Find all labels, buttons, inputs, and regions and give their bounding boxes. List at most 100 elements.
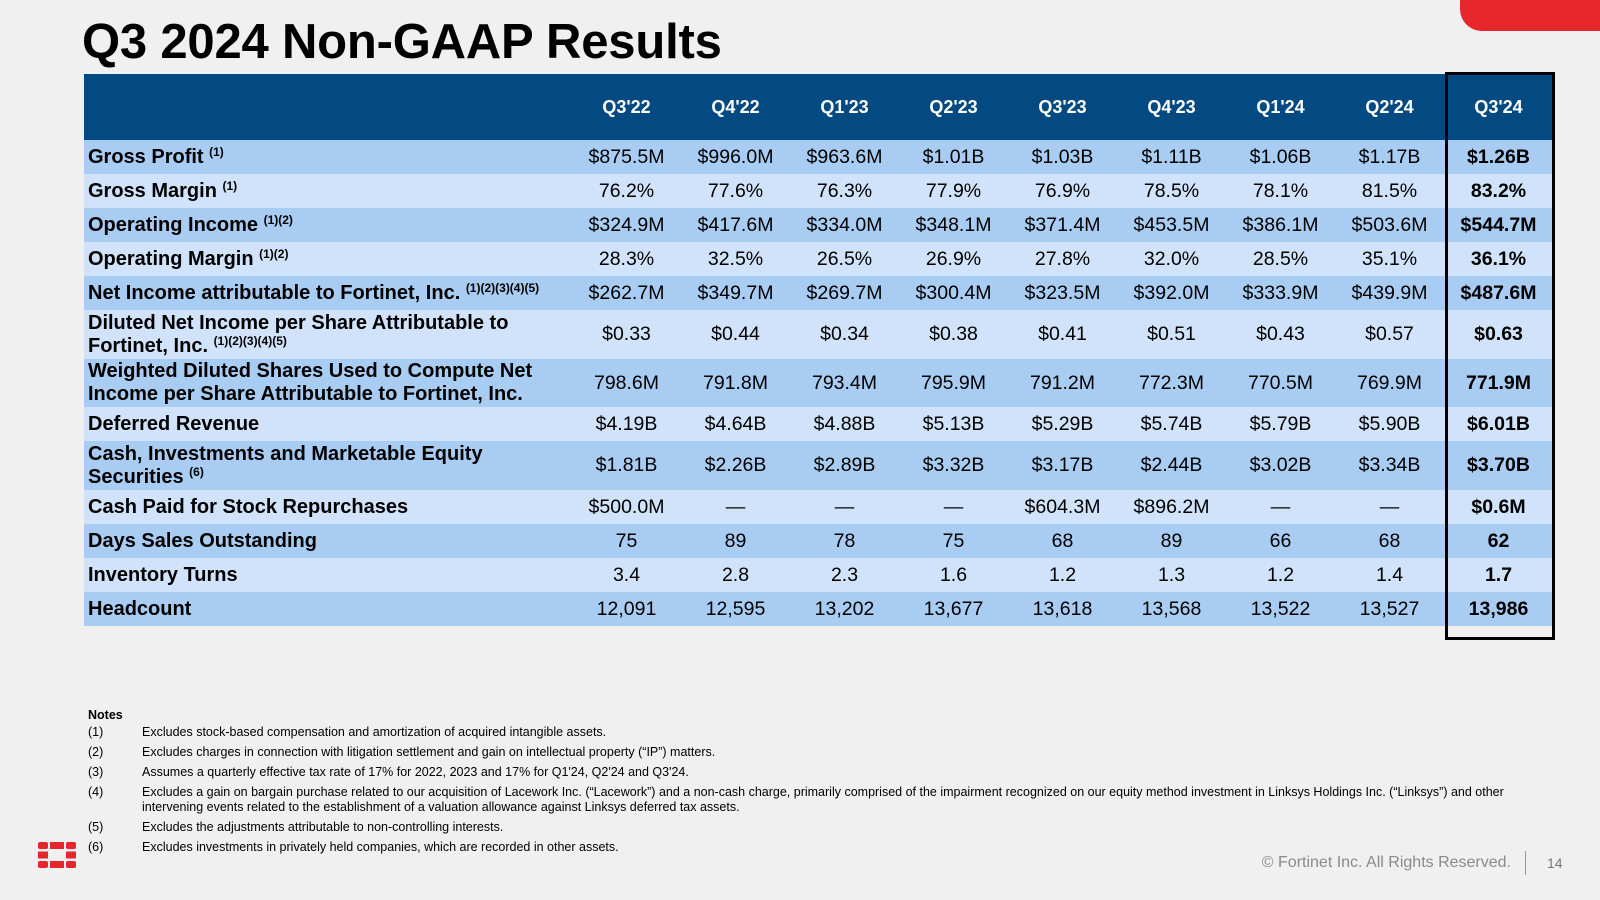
row-footnote-ref: (1) [222, 178, 238, 193]
value-cell: $1.01B [922, 145, 985, 168]
note-number: (5) [88, 820, 104, 834]
row-footnote-ref: (1)(2)(3)(4)(5) [465, 280, 540, 295]
value-cell: 1.3 [1157, 563, 1186, 586]
value-cell: 26.9% [925, 247, 982, 270]
value-cell: $392.0M [1133, 281, 1210, 304]
value-cell: $334.0M [806, 213, 883, 236]
row-footnote-ref: (1)(2) [259, 246, 289, 261]
value-cell: 76.2% [598, 179, 655, 202]
note-text: Excludes investments in privately held c… [142, 840, 619, 854]
note-item: (6) Excludes investments in privately hel… [88, 840, 1562, 855]
value-cell-highlight: $0.63 [1474, 323, 1523, 345]
value-cell: 791.8M [702, 371, 769, 394]
value-cell: 769.9M [1356, 371, 1423, 394]
value-cell: $4.88B [813, 412, 876, 435]
row-label: Cash Paid for Stock Repurchases [84, 496, 572, 519]
value-cell: $417.6M [697, 213, 774, 236]
value-cell: 77.6% [707, 179, 764, 202]
value-cell: 798.6M [593, 371, 660, 394]
row-footnote-ref: (1)(2)(3)(4)(5) [213, 333, 287, 348]
value-cell: 1.6 [939, 563, 968, 586]
value-cell: 66 [1269, 529, 1292, 552]
table-row: Cash, Investments and Marketable Equity … [84, 441, 1554, 490]
value-cell: 1.4 [1375, 563, 1404, 586]
value-cell: $2.89B [813, 454, 876, 476]
notes-title: Notes [88, 708, 123, 722]
value-cell-highlight: $0.6M [1471, 495, 1526, 518]
row-label: Headcount [84, 598, 572, 621]
value-cell: $1.17B [1358, 145, 1421, 168]
value-cell: 2.8 [721, 563, 750, 586]
value-cell: 77.9% [925, 179, 982, 202]
table-row: Gross Margin (1) 76.2% 77.6% 76.3% 77.9% 76.9… [84, 174, 1554, 208]
value-cell: $0.38 [929, 323, 978, 345]
value-cell: 795.9M [920, 371, 987, 394]
value-cell: 772.3M [1138, 371, 1205, 394]
note-number: (2) [88, 745, 104, 759]
value-cell-highlight: $6.01B [1467, 412, 1530, 435]
value-cell: $3.32B [922, 454, 985, 476]
value-cell: $1.03B [1031, 145, 1094, 168]
value-cell: $333.9M [1242, 281, 1319, 304]
column-header: Q4'23 [1147, 96, 1196, 117]
value-cell: $996.0M [697, 145, 774, 168]
row-label-text: Cash, Investments and Marketable Equity … [88, 442, 483, 488]
row-label-text: Cash Paid for Stock Repurchases [88, 495, 409, 518]
row-label: Operating Income (1)(2) [84, 214, 572, 237]
value-cell: 13,677 [923, 597, 984, 620]
value-cell: $0.33 [602, 323, 651, 345]
value-cell: 13,202 [814, 597, 875, 620]
value-cell: $896.2M [1133, 495, 1210, 518]
value-cell: $963.6M [806, 145, 883, 168]
table-row: Operating Income (1)(2) $324.9M $417.6M $33… [84, 208, 1554, 242]
value-cell: — [943, 495, 964, 518]
value-cell: $500.0M [588, 495, 665, 518]
value-cell: $0.34 [820, 323, 869, 345]
value-cell-highlight: $544.7M [1460, 213, 1537, 236]
value-cell: $262.7M [588, 281, 665, 304]
table-header-row: Q3'22 Q4'22 Q1'23 Q2'23 Q3'23 Q4'23 Q1'2… [84, 74, 1554, 140]
row-label: Deferred Revenue [84, 413, 572, 436]
value-cell-highlight: 83.2% [1470, 179, 1527, 202]
results-table: Q3'22 Q4'22 Q1'23 Q2'23 Q3'23 Q4'23 Q1'2… [84, 74, 1554, 626]
value-cell: 13,527 [1359, 597, 1420, 620]
value-cell: 26.5% [816, 247, 873, 270]
value-cell: $323.5M [1024, 281, 1101, 304]
value-cell: $3.17B [1031, 454, 1094, 476]
value-cell: 75 [942, 529, 965, 552]
column-header: Q1'23 [820, 96, 869, 117]
note-text: Excludes a gain on bargain purchase rela… [142, 785, 1504, 814]
value-cell: 89 [724, 529, 747, 552]
value-cell: $386.1M [1242, 213, 1319, 236]
value-cell-highlight: 36.1% [1470, 247, 1527, 270]
value-cell: $5.13B [922, 412, 985, 435]
value-cell: 793.4M [811, 371, 878, 394]
value-cell: 3.4 [612, 563, 641, 586]
value-cell: 28.5% [1252, 247, 1309, 270]
value-cell-highlight: $1.26B [1467, 145, 1530, 168]
value-cell: 13,618 [1032, 597, 1093, 620]
value-cell: 68 [1051, 529, 1074, 552]
value-cell: 791.2M [1029, 371, 1096, 394]
value-cell: — [725, 495, 746, 518]
row-label-text: Inventory Turns [88, 563, 238, 586]
note-number: (4) [88, 785, 104, 799]
note-text: Assumes a quarterly effective tax rate o… [142, 765, 689, 779]
value-cell: 2.3 [830, 563, 859, 586]
value-cell: $5.74B [1140, 412, 1203, 435]
value-cell: $324.9M [588, 213, 665, 236]
row-label-text: Diluted Net Income per Share Attributabl… [88, 311, 509, 357]
value-cell: $5.90B [1358, 412, 1421, 435]
value-cell-highlight: $3.70B [1467, 454, 1530, 476]
column-header: Q3'22 [602, 96, 651, 117]
note-item: (5) Excludes the adjustments attributable… [88, 820, 1562, 835]
table-row: Headcount 12,091 12,595 13,202 13,677 13,618 1… [84, 592, 1554, 626]
value-cell: $269.7M [806, 281, 883, 304]
value-cell: $0.43 [1256, 323, 1305, 345]
value-cell: $875.5M [588, 145, 665, 168]
value-cell: $439.9M [1351, 281, 1428, 304]
column-header: Q3'23 [1038, 96, 1087, 117]
row-label: Days Sales Outstanding [84, 530, 572, 553]
value-cell-highlight: $487.6M [1460, 281, 1537, 304]
value-cell: 28.3% [598, 247, 655, 270]
